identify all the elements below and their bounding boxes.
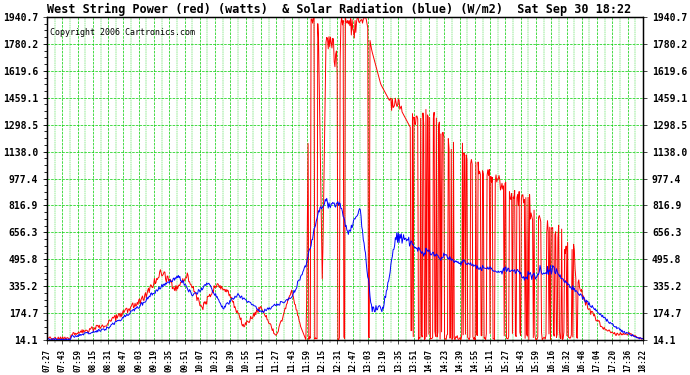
Text: Copyright 2006 Cartronics.com: Copyright 2006 Cartronics.com [50,28,195,38]
Text: West String Power (red) (watts)  & Solar Radiation (blue) (W/m2)  Sat Sep 30 18:: West String Power (red) (watts) & Solar … [47,3,631,16]
